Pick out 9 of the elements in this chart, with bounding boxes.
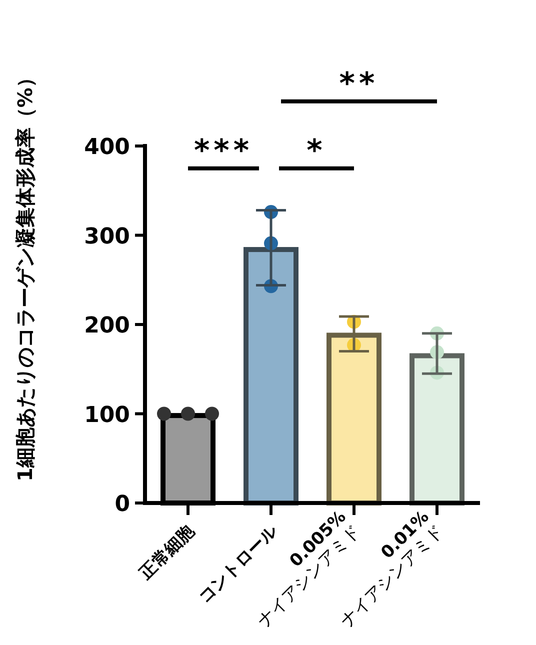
y-axis-title: 1細胞あたりのコラーゲン凝集体形成率（%） <box>13 68 37 482</box>
y-tick-label: 200 <box>84 314 130 338</box>
y-tick-label: 300 <box>84 224 130 250</box>
y-tick-label: 0 <box>114 492 130 517</box>
annotation: *** <box>194 133 254 168</box>
y-tick-label: 400 <box>84 135 130 160</box>
annotation: * <box>306 133 326 168</box>
y-tick-label: 100 <box>84 402 130 428</box>
x-tick-label: 正常細胞 <box>135 520 200 584</box>
